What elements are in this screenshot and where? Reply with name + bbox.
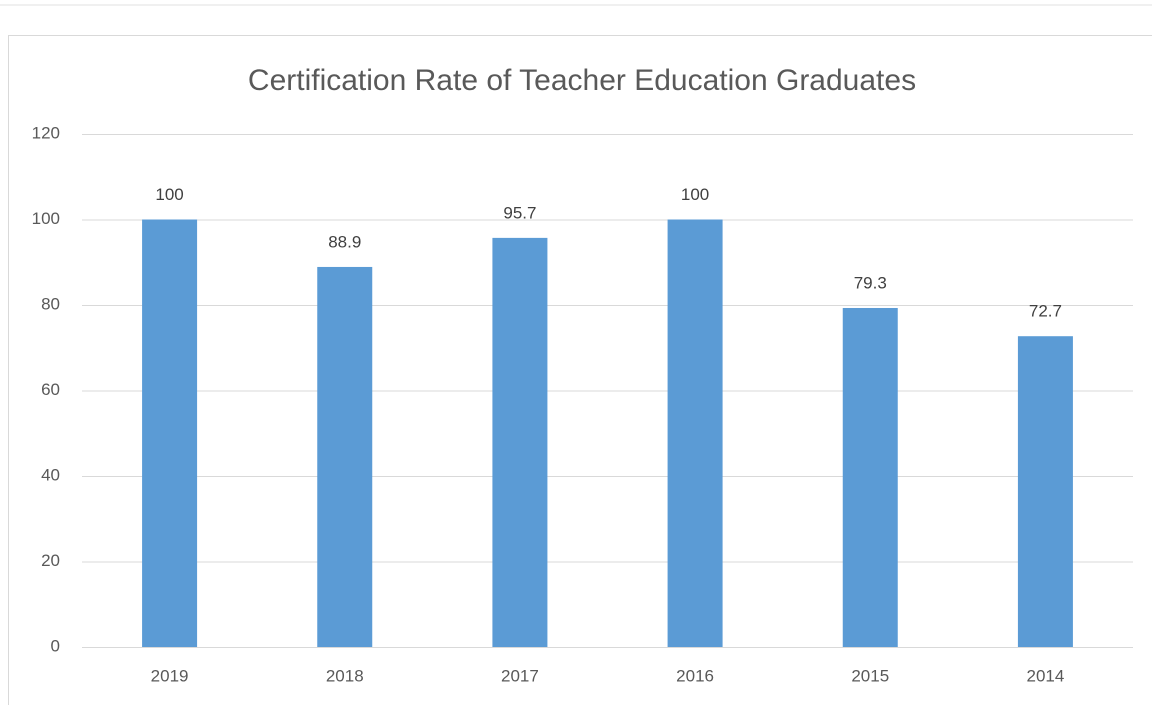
y-tick-label: 80 <box>41 294 60 313</box>
bar <box>842 307 898 647</box>
data-label: 100 <box>681 185 709 204</box>
data-label: 79.3 <box>854 273 887 292</box>
x-tick-label: 2017 <box>501 666 539 685</box>
x-tick-label: 2015 <box>851 666 889 685</box>
y-tick-label: 120 <box>32 123 60 142</box>
bar <box>317 266 373 647</box>
x-tick-label: 2019 <box>151 666 189 685</box>
x-tick-label: 2018 <box>326 666 364 685</box>
data-label: 88.9 <box>328 232 361 251</box>
bar <box>492 237 548 647</box>
y-tick-label: 0 <box>51 636 60 655</box>
y-tick-label: 60 <box>41 380 60 399</box>
y-tick-label: 20 <box>41 551 60 570</box>
x-tick-label: 2016 <box>676 666 714 685</box>
bar <box>667 219 723 647</box>
y-tick-label: 100 <box>32 209 60 228</box>
bar <box>1017 336 1073 647</box>
x-tick-label: 2014 <box>1027 666 1065 685</box>
data-label: 95.7 <box>503 203 536 222</box>
chart-title: Certification Rate of Teacher Education … <box>248 64 916 97</box>
data-label: 100 <box>155 185 183 204</box>
data-label: 72.7 <box>1029 302 1062 321</box>
y-tick-label: 40 <box>41 465 60 484</box>
bar <box>142 219 198 647</box>
